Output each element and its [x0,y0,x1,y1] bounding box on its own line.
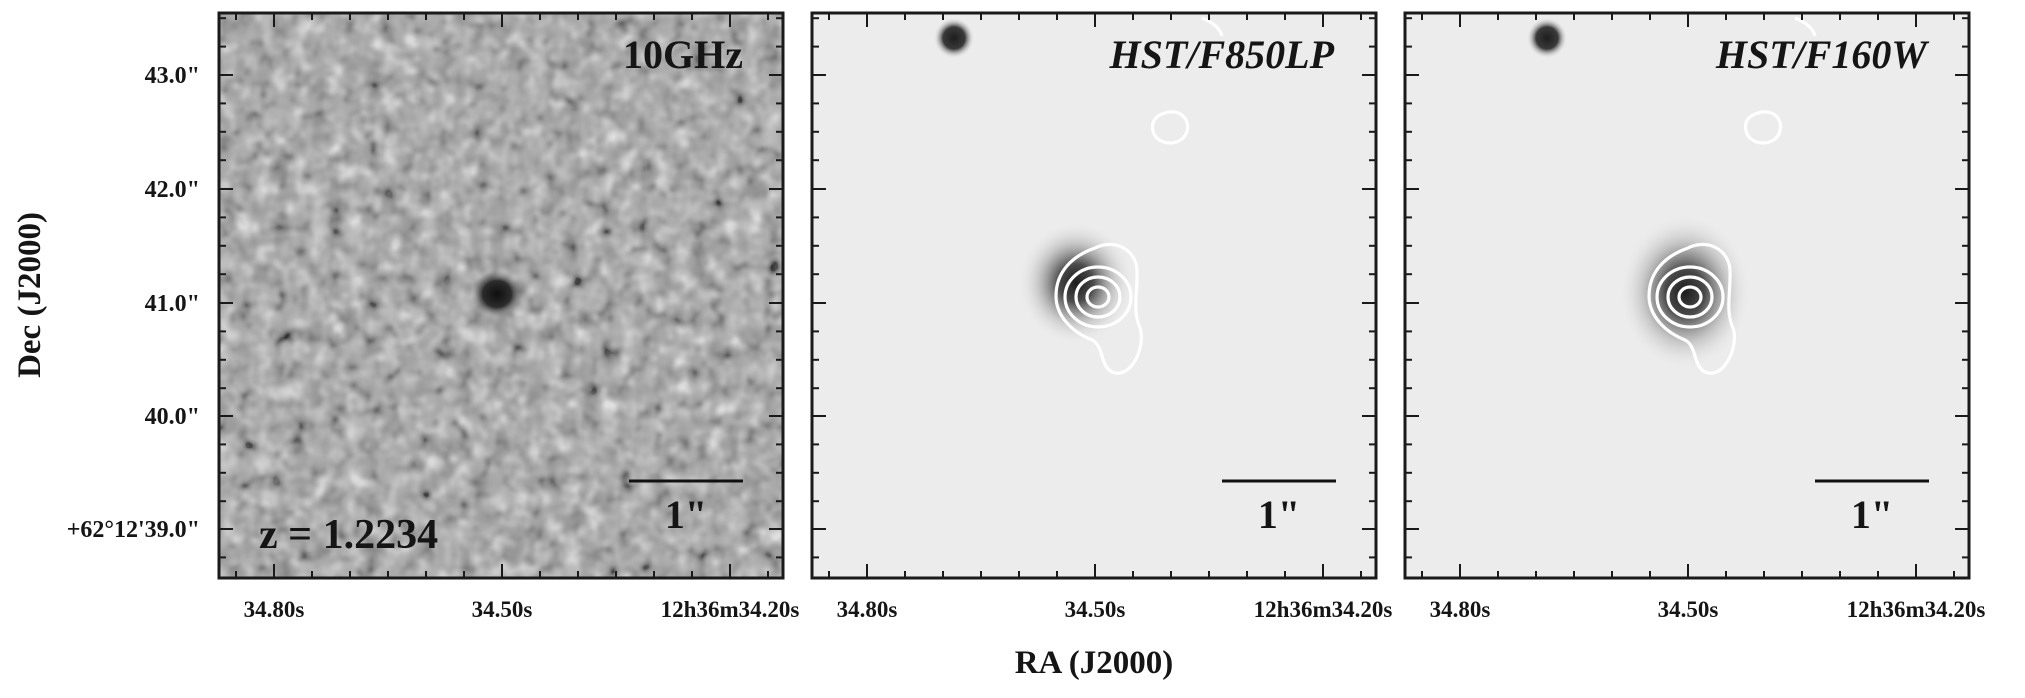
x-tick-label: 12h36m34.20s [661,597,800,622]
panel-label: 10GHz [623,32,743,77]
y-tick-label: 42.0" [145,177,200,203]
star [1527,18,1567,58]
x-axis-title: RA (J2000) [1015,645,1174,681]
x-tick-label: 12h36m34.20s [1847,597,1986,622]
panel-label: HST/F850LP [1109,32,1335,77]
scale-bar-label: 1" [1258,492,1300,537]
x-tick-label: 12h36m34.20s [1254,597,1393,622]
x-tick-label: 34.80s [837,597,898,622]
x-tick-labels: 34.80s 34.50s 12h36m34.20s 34.80s 34.50s… [244,597,1986,622]
star [934,18,974,58]
y-tick-labels: 43.0" 42.0" 41.0" 40.0" +62°12'39.0" [67,63,200,543]
x-tick-label: 34.50s [472,597,533,622]
radio-source [471,270,523,318]
galaxy [1619,214,1751,370]
redshift-label: z = 1.2234 [259,512,438,558]
contours [1054,16,1224,375]
scale-bar-label: 1" [665,492,707,537]
x-tick-label: 34.50s [1658,597,1719,622]
y-tick-label: +62°12'39.0" [67,517,200,543]
panel-hst-f850lp: HST/F850LP 1" [810,11,1378,580]
panel-label: HST/F160W [1715,32,1930,77]
y-tick-label: 41.0" [145,291,200,317]
contours [1647,16,1817,375]
y-axis-title: Dec (J2000) [12,212,48,378]
panel-hst-f160w: HST/F160W 1" [1403,11,1971,580]
x-tick-label: 34.80s [1430,597,1491,622]
y-tick-label: 40.0" [145,404,200,430]
scale-bar-label: 1" [1851,492,1893,537]
panel-10ghz: 10GHz 1" z = 1.2234 [217,11,785,580]
x-tick-label: 34.80s [244,597,305,622]
galaxy [1018,221,1134,345]
tick-marks [219,13,1969,578]
y-tick-label: 43.0" [145,63,200,89]
x-tick-label: 34.50s [1065,597,1126,622]
